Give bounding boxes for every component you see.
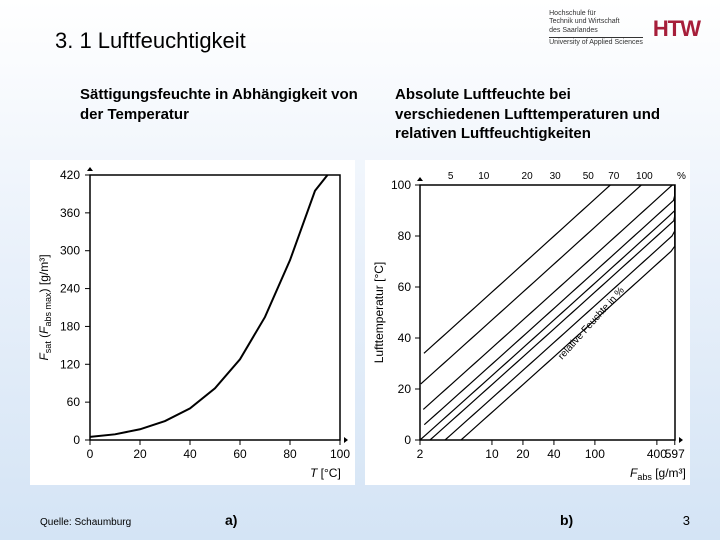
left-subtitle: Sättigungsfeuchte in Abhängigkeit von de… bbox=[80, 85, 365, 124]
svg-text:2: 2 bbox=[417, 447, 424, 461]
svg-text:5: 5 bbox=[448, 171, 454, 182]
svg-text:10: 10 bbox=[485, 447, 499, 461]
svg-text:50: 50 bbox=[583, 171, 595, 182]
fig-label-b: b) bbox=[560, 512, 573, 528]
svg-text:240: 240 bbox=[60, 282, 80, 296]
svg-text:10: 10 bbox=[478, 171, 490, 182]
svg-text:T [°C]: T [°C] bbox=[310, 466, 341, 480]
svg-text:100: 100 bbox=[330, 447, 350, 461]
svg-text:60: 60 bbox=[233, 447, 247, 461]
uni-line: Technik und Wirtschaft bbox=[549, 18, 643, 26]
svg-text:300: 300 bbox=[60, 244, 80, 258]
svg-text:100: 100 bbox=[636, 171, 653, 182]
svg-text:60: 60 bbox=[67, 395, 81, 409]
uni-line: des Saarlandes bbox=[549, 27, 643, 35]
svg-text:80: 80 bbox=[398, 229, 412, 243]
svg-text:20: 20 bbox=[522, 171, 534, 182]
svg-text:20: 20 bbox=[516, 447, 530, 461]
svg-text:40: 40 bbox=[398, 331, 412, 345]
svg-text:60: 60 bbox=[398, 280, 412, 294]
university-name: Hochschule für Technik und Wirtschaft de… bbox=[549, 10, 643, 48]
chart-b: 2102040100400597020406080100Fabs [g/m³]L… bbox=[365, 160, 690, 485]
svg-text:80: 80 bbox=[283, 447, 297, 461]
chart-a: 0 20 40 60 80 100 0 60 120 180 240 300 360 420 T [°C] F… bbox=[30, 160, 355, 485]
svg-text:70: 70 bbox=[608, 171, 620, 182]
section-title: 3. 1 Luftfeuchtigkeit bbox=[55, 28, 246, 54]
svg-text:0: 0 bbox=[404, 433, 411, 447]
svg-text:120: 120 bbox=[60, 357, 80, 371]
svg-text:20: 20 bbox=[133, 447, 147, 461]
subtitle-row: Sättigungsfeuchte in Abhängigkeit von de… bbox=[80, 85, 680, 144]
svg-text:20: 20 bbox=[398, 382, 412, 396]
fig-label-a: a) bbox=[225, 512, 237, 528]
chart-b-svg: 2102040100400597020406080100Fabs [g/m³]L… bbox=[365, 160, 690, 485]
svg-text:Fsat (Fabs max) [g/m³]: Fsat (Fabs max) [g/m³] bbox=[37, 254, 53, 360]
svg-text:40: 40 bbox=[547, 447, 561, 461]
htw-logo: HTW bbox=[653, 16, 700, 42]
svg-text:0: 0 bbox=[87, 447, 94, 461]
svg-text:0: 0 bbox=[73, 433, 80, 447]
header-logo: Hochschule für Technik und Wirtschaft de… bbox=[549, 10, 700, 48]
svg-text:30: 30 bbox=[550, 171, 562, 182]
svg-text:597: 597 bbox=[665, 447, 685, 461]
svg-text:360: 360 bbox=[60, 206, 80, 220]
uni-line: University of Applied Sciences bbox=[549, 37, 643, 47]
svg-text:Fabs [g/m³]: Fabs [g/m³] bbox=[630, 466, 686, 482]
svg-text:100: 100 bbox=[391, 178, 411, 192]
charts-row: 020406080100060120180240300360420T [°C]F… bbox=[30, 160, 690, 485]
source-citation: Quelle: Schaumburg bbox=[40, 517, 131, 528]
page-number: 3 bbox=[683, 513, 690, 528]
svg-text:180: 180 bbox=[60, 319, 80, 333]
chart-a-svg: 0 20 40 60 80 100 0 60 120 180 240 300 360 420 T [°C] F… bbox=[30, 160, 355, 485]
uni-line: Hochschule für bbox=[549, 10, 643, 18]
svg-text:420: 420 bbox=[60, 168, 80, 182]
svg-text:Lufttemperatur [°C]: Lufttemperatur [°C] bbox=[372, 262, 386, 364]
svg-text:100: 100 bbox=[585, 447, 605, 461]
svg-text:40: 40 bbox=[183, 447, 197, 461]
svg-text:%: % bbox=[677, 171, 686, 182]
right-subtitle: Absolute Luftfeuchte bei verschiedenen L… bbox=[395, 85, 680, 144]
